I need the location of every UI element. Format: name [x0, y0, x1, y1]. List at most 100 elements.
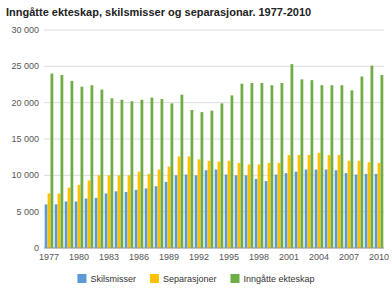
bar [291, 64, 294, 248]
bar [295, 172, 298, 248]
bar [101, 90, 104, 248]
legend-item: Inngåtte ekteskap [231, 274, 315, 284]
bar [168, 167, 171, 248]
legend-swatch [150, 274, 159, 283]
bar [231, 95, 234, 248]
bar [75, 201, 78, 248]
y-tick-label: 25 000 [11, 61, 39, 71]
bar [261, 83, 264, 248]
bar [58, 194, 61, 249]
bar [68, 188, 71, 248]
x-tick-label: 2004 [309, 252, 329, 262]
bar [178, 156, 181, 248]
bar [331, 85, 334, 248]
bar [145, 188, 148, 248]
bar [165, 182, 168, 248]
chart: Inngåtte ekteskap, skilsmisser og separa… [0, 0, 392, 300]
bar [378, 163, 381, 248]
y-tick-label: 10 000 [11, 170, 39, 180]
bar [98, 175, 101, 248]
bar [218, 162, 221, 248]
grid-line [44, 30, 384, 31]
x-tick-label: 1989 [159, 252, 179, 262]
bar [308, 155, 311, 248]
y-tick-label: 15 000 [11, 134, 39, 144]
bar [151, 98, 154, 248]
bar [171, 103, 174, 248]
bar [81, 87, 84, 248]
legend-swatch [77, 274, 86, 283]
bar [288, 155, 291, 248]
bar [305, 170, 308, 248]
bar [191, 110, 194, 248]
x-tick-label: 1977 [39, 252, 59, 262]
bar [65, 201, 68, 248]
bars [45, 64, 384, 248]
bar [205, 170, 208, 248]
series [51, 64, 384, 248]
x-tick-label: 2010 [369, 252, 389, 262]
x-tick-label: 2007 [339, 252, 359, 262]
bar [271, 85, 274, 248]
legend: SkilsmisserSeparasjonerInngåtte ekteskap [77, 274, 314, 284]
x-tick-label: 1986 [129, 252, 149, 262]
bar [45, 204, 48, 248]
bar [95, 198, 98, 248]
bar [111, 98, 114, 248]
bar [241, 84, 244, 248]
x-tick-label: 1998 [249, 252, 269, 262]
legend-item: Separasjoner [150, 274, 217, 284]
bar [138, 172, 141, 248]
bar [121, 100, 124, 248]
bar [348, 161, 351, 248]
bar [225, 175, 228, 248]
bar [258, 164, 261, 248]
bar [255, 179, 258, 248]
y-tick-label: 20 000 [11, 98, 39, 108]
bar [88, 180, 91, 248]
bar [195, 175, 198, 248]
legend-label: Inngåtte ekteskap [244, 274, 315, 284]
bar [318, 153, 321, 248]
bar [221, 103, 224, 248]
bar [365, 174, 368, 248]
bar [135, 190, 138, 248]
bar [371, 66, 374, 248]
bar [338, 155, 341, 248]
bar [375, 174, 378, 248]
bar [281, 83, 284, 248]
bar [238, 163, 241, 248]
bar [278, 163, 281, 248]
bar [251, 83, 254, 248]
bar [108, 175, 111, 248]
bar [341, 85, 344, 248]
bar [361, 77, 364, 248]
bar [115, 191, 118, 248]
x-tick-label: 1995 [219, 252, 239, 262]
bar [311, 80, 314, 248]
bar [351, 90, 354, 248]
legend-swatch [231, 274, 240, 283]
bar [355, 175, 358, 248]
bar [345, 173, 348, 248]
y-axis: 05 00010 00015 00020 00025 00030 000 [11, 25, 39, 253]
title: Inngåtte ekteskap, skilsmisser og separa… [6, 6, 311, 18]
bar [55, 204, 58, 248]
bar [328, 155, 331, 248]
y-tick-label: 5 000 [16, 207, 39, 217]
bar [91, 85, 94, 248]
grid-line [44, 248, 384, 249]
bar [175, 175, 178, 248]
bar [298, 155, 301, 248]
bar [265, 181, 268, 248]
bar [248, 164, 251, 248]
bar [268, 163, 271, 248]
bar [228, 161, 231, 248]
bar [105, 194, 108, 249]
bar [141, 100, 144, 248]
bar [78, 185, 81, 248]
bar [118, 175, 121, 248]
bar [61, 75, 64, 248]
bar [71, 81, 74, 248]
bar [301, 79, 304, 248]
